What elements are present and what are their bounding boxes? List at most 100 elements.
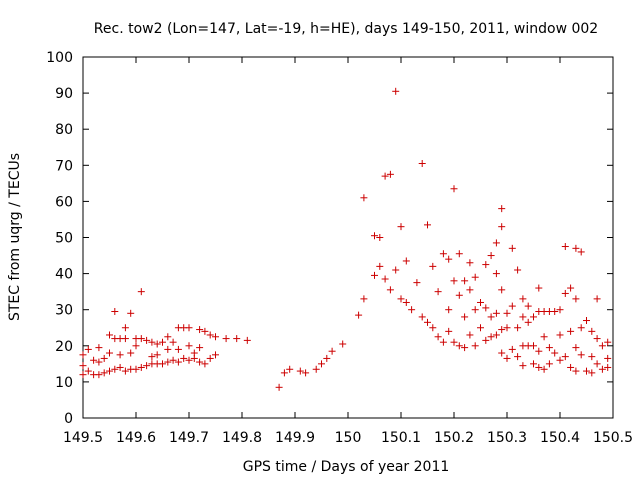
data-point xyxy=(519,313,527,321)
data-point xyxy=(577,351,585,359)
data-point xyxy=(450,338,458,346)
data-point xyxy=(588,327,596,335)
data-point xyxy=(222,335,230,343)
data-point xyxy=(561,289,569,297)
data-point xyxy=(439,338,447,346)
data-point xyxy=(477,298,484,306)
data-point xyxy=(323,354,331,362)
data-point xyxy=(286,365,294,373)
data-point xyxy=(498,286,506,294)
data-point xyxy=(355,311,363,319)
data-point xyxy=(524,302,532,310)
x-tick-label: 149.5 xyxy=(63,430,103,446)
data-point xyxy=(567,284,575,292)
data-point xyxy=(137,335,145,343)
x-axis-label: GPS time / Days of year 2011 xyxy=(243,459,450,475)
data-point xyxy=(143,362,151,370)
data-point xyxy=(471,306,479,314)
data-point xyxy=(392,266,400,274)
data-point xyxy=(461,313,469,321)
data-point xyxy=(376,234,384,241)
data-point xyxy=(530,360,537,368)
data-point xyxy=(116,363,124,371)
data-point xyxy=(514,324,522,332)
data-point xyxy=(95,358,103,366)
data-point xyxy=(498,326,506,334)
x-tick-label: 150.1 xyxy=(381,430,421,446)
data-point xyxy=(397,295,405,303)
data-point xyxy=(567,327,575,335)
y-tick-label: 30 xyxy=(55,303,73,319)
data-point xyxy=(180,354,188,362)
data-point xyxy=(482,336,490,344)
data-point xyxy=(445,327,453,335)
data-point xyxy=(185,324,193,332)
data-point xyxy=(498,223,506,231)
data-point xyxy=(153,340,161,348)
data-point xyxy=(153,351,161,359)
data-point xyxy=(588,353,596,361)
data-point xyxy=(212,351,219,359)
data-point xyxy=(466,259,474,267)
y-tick-label: 50 xyxy=(55,231,73,247)
data-point xyxy=(132,365,140,373)
data-point xyxy=(201,360,209,368)
data-point xyxy=(466,286,474,294)
y-tick-label: 90 xyxy=(55,86,73,102)
data-point xyxy=(164,345,172,353)
data-point xyxy=(503,309,511,317)
data-point xyxy=(593,360,601,368)
data-points xyxy=(79,87,612,391)
data-point xyxy=(190,349,198,357)
data-point xyxy=(535,284,543,292)
data-point xyxy=(424,221,431,229)
data-point xyxy=(545,360,553,368)
data-point xyxy=(461,344,469,352)
data-point xyxy=(503,354,511,362)
data-point xyxy=(84,367,92,375)
data-point xyxy=(535,363,543,371)
data-point xyxy=(79,362,87,370)
data-point xyxy=(535,347,543,355)
x-tick-label: 150.5 xyxy=(593,430,633,446)
data-point xyxy=(487,313,495,321)
y-tick-label: 70 xyxy=(55,158,73,174)
data-point xyxy=(545,344,553,352)
data-point xyxy=(583,367,590,375)
data-point xyxy=(572,244,580,252)
data-point xyxy=(424,318,431,326)
data-point xyxy=(455,342,463,350)
data-point xyxy=(100,369,108,377)
data-point xyxy=(185,356,193,364)
data-point xyxy=(206,354,214,362)
data-point xyxy=(111,308,119,316)
data-point xyxy=(106,331,113,339)
y-tick-label: 60 xyxy=(55,194,73,210)
data-point xyxy=(455,250,463,258)
data-point xyxy=(604,354,612,362)
data-point xyxy=(477,324,484,332)
y-axis-label: STEC from uqrg / TECUs xyxy=(7,153,23,321)
data-point xyxy=(492,270,500,278)
data-point xyxy=(233,335,241,343)
data-point xyxy=(360,295,368,303)
data-point xyxy=(95,344,103,352)
data-point xyxy=(196,358,204,366)
data-point xyxy=(121,324,129,332)
data-point xyxy=(434,288,442,296)
data-point xyxy=(556,356,564,364)
data-point xyxy=(121,367,129,375)
data-point xyxy=(397,223,405,231)
data-point xyxy=(169,338,177,346)
data-point xyxy=(371,232,378,240)
data-point xyxy=(95,371,103,379)
data-point xyxy=(508,244,516,252)
data-point xyxy=(556,331,564,339)
data-point xyxy=(588,369,596,377)
data-point xyxy=(461,277,469,285)
data-point xyxy=(604,338,612,346)
data-point xyxy=(169,356,177,364)
data-point xyxy=(418,159,426,167)
data-point xyxy=(137,288,145,296)
